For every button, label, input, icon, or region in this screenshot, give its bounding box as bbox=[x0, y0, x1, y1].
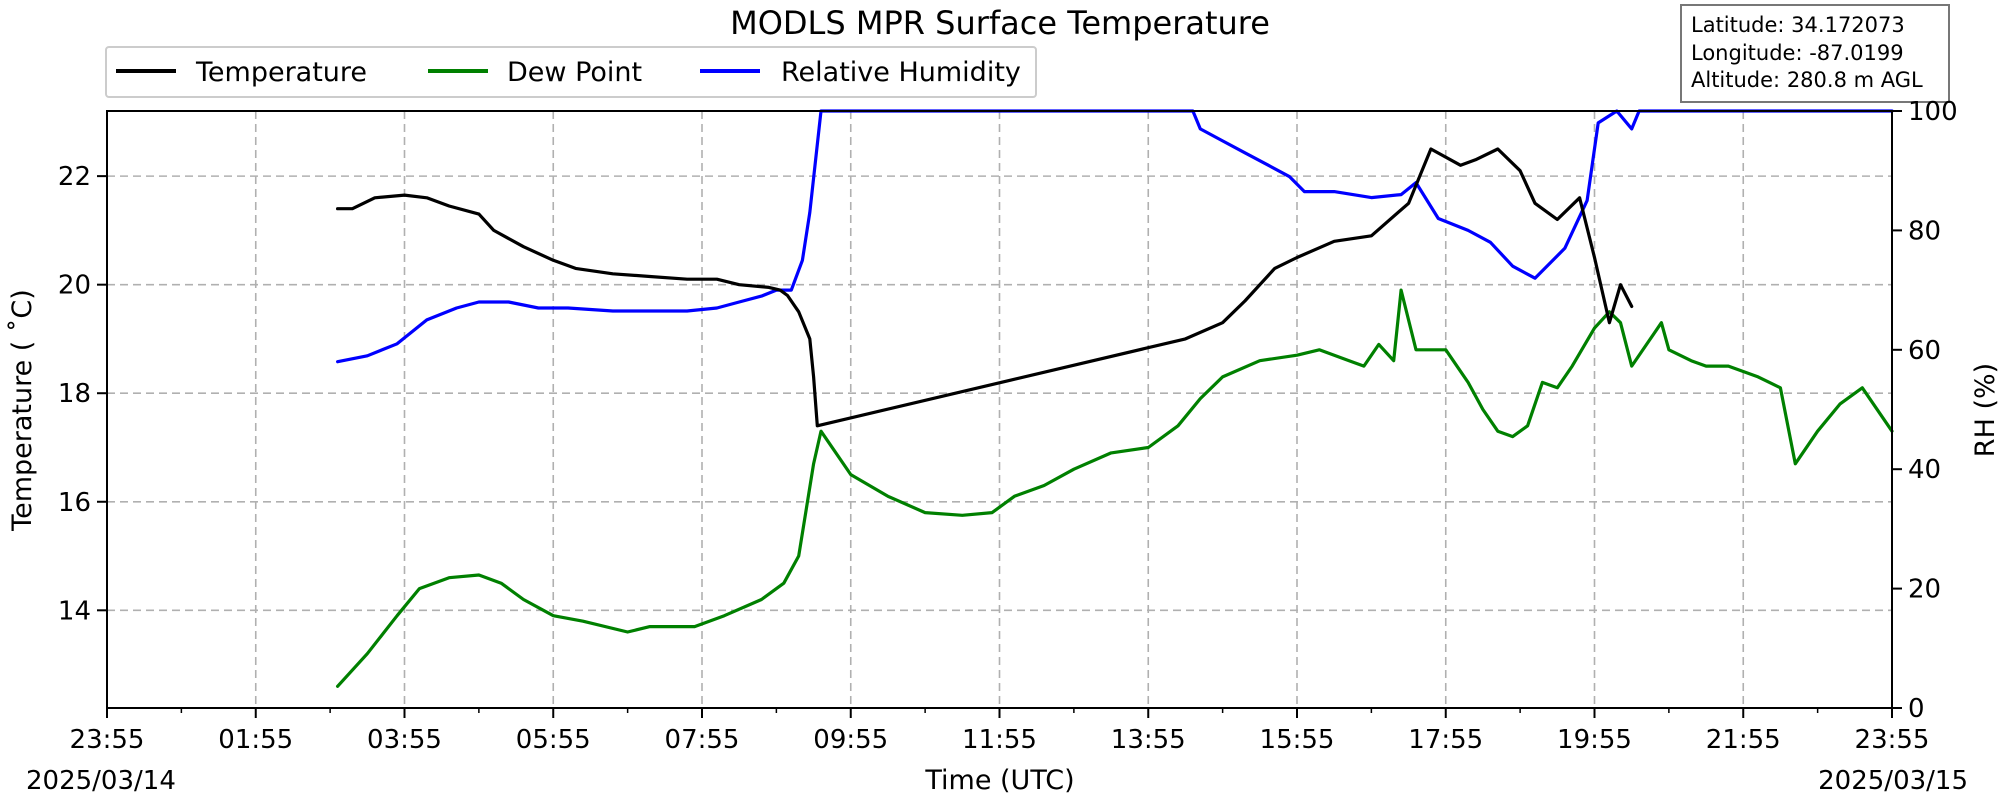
altitude-text: Altitude: 280.8 m AGL bbox=[1691, 68, 1923, 92]
series-line-temperature bbox=[336, 147, 1634, 428]
date-left: 2025/03/14 bbox=[26, 766, 176, 796]
legend-entry-dew-point: Dew Point bbox=[428, 57, 642, 88]
y-axis-left: 14 16 18 20 22 bbox=[58, 162, 107, 626]
x-tick-label: 21:55 bbox=[1706, 725, 1781, 755]
latitude-text: Latitude: 34.172073 bbox=[1691, 13, 1905, 37]
y-tick-label: 14 bbox=[58, 596, 91, 626]
x-axis-title: Time (UTC) bbox=[924, 765, 1074, 796]
x-tick-label: 09:55 bbox=[813, 725, 888, 755]
y2-tick-label: 40 bbox=[1908, 455, 1941, 485]
series-line-relative-humidity bbox=[336, 109, 1894, 364]
y-tick-label: 18 bbox=[58, 379, 91, 409]
x-tick-label: 05:55 bbox=[516, 725, 591, 755]
longitude-text: Longitude: -87.0199 bbox=[1691, 41, 1904, 65]
legend-entry-relative-humidity: Relative Humidity bbox=[700, 57, 1021, 88]
y-axis-right: 0 20 40 60 80 100 bbox=[1892, 97, 1958, 724]
legend-label-relative-humidity: Relative Humidity bbox=[781, 57, 1021, 88]
y2-tick-label: 20 bbox=[1908, 575, 1941, 605]
series-layer bbox=[336, 109, 1894, 688]
location-info-box: Latitude: 34.172073 Longitude: -87.0199 … bbox=[1680, 4, 1950, 103]
x-tick-label: 19:55 bbox=[1557, 725, 1632, 755]
x-tick-label: 11:55 bbox=[962, 725, 1037, 755]
series-line-dew-point bbox=[336, 288, 1894, 688]
x-tick-label: 07:55 bbox=[665, 725, 740, 755]
legend-label-temperature: Temperature bbox=[195, 57, 367, 88]
x-tick-label: 13:55 bbox=[1111, 725, 1186, 755]
grid-lines bbox=[107, 111, 1892, 708]
legend: Temperature Dew Point Relative Humidity bbox=[105, 46, 1037, 98]
y-tick-label: 22 bbox=[58, 162, 91, 192]
y-tick-label: 16 bbox=[58, 488, 91, 518]
x-tick-label: 17:55 bbox=[1408, 725, 1483, 755]
legend-frame bbox=[105, 46, 1037, 98]
info-box-frame bbox=[1680, 4, 1950, 103]
y2-tick-label: 80 bbox=[1908, 216, 1941, 246]
x-tick-label: 23:55 bbox=[1855, 725, 1930, 755]
date-right: 2025/03/15 bbox=[1818, 766, 1968, 796]
legend-entry-temperature: Temperature bbox=[116, 57, 367, 88]
y2-axis-title: RH (%) bbox=[1970, 363, 2000, 457]
y2-tick-label: 100 bbox=[1908, 97, 1958, 127]
x-axis: 23:55 01:55 03:55 05:55 07:55 09:55 11:55 13:55… bbox=[70, 708, 1930, 755]
y-tick-label: 20 bbox=[58, 271, 91, 301]
y-axis-title: Temperature ( ˚C) bbox=[7, 289, 38, 532]
y2-tick-label: 60 bbox=[1908, 336, 1941, 366]
x-tick-label: 01:55 bbox=[218, 725, 293, 755]
x-tick-label: 23:55 bbox=[70, 725, 145, 755]
x-tick-label: 15:55 bbox=[1260, 725, 1335, 755]
y2-tick-label: 0 bbox=[1908, 694, 1925, 724]
x-tick-label: 03:55 bbox=[367, 725, 442, 755]
legend-label-dew-point: Dew Point bbox=[507, 57, 642, 88]
chart-title: MODLS MPR Surface Temperature bbox=[730, 4, 1270, 42]
